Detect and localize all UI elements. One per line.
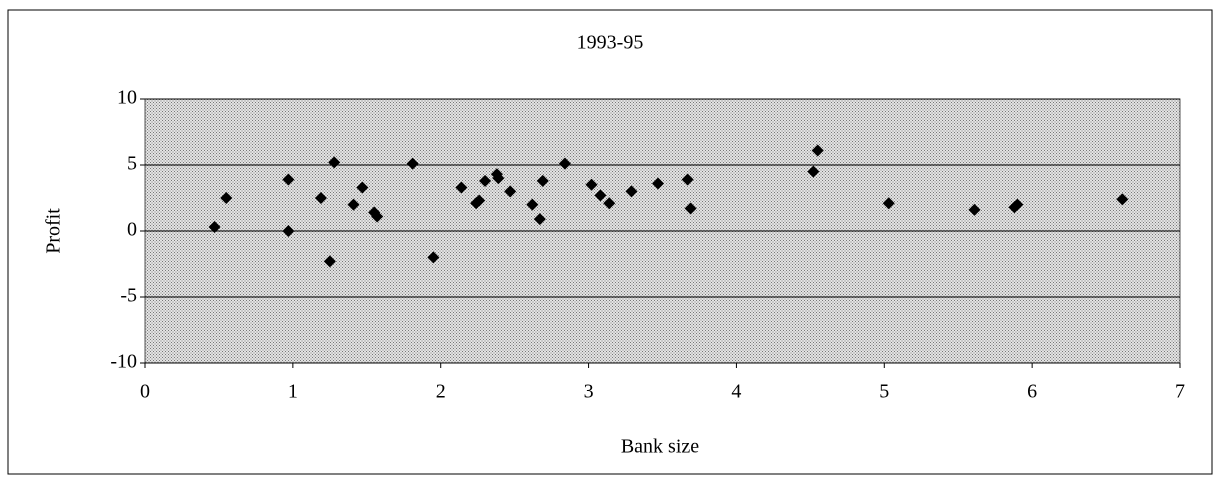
point	[282, 173, 295, 186]
point	[968, 203, 981, 216]
point	[684, 202, 697, 215]
point	[625, 185, 638, 198]
x-tick-label: 4	[731, 381, 741, 403]
y-tick-label: -10	[110, 351, 137, 373]
point	[594, 189, 607, 202]
point	[208, 221, 221, 234]
x-tick-label: 0	[140, 381, 150, 403]
point	[1116, 193, 1129, 206]
point	[347, 198, 360, 211]
point	[220, 192, 233, 204]
point	[536, 174, 549, 187]
point	[455, 181, 468, 194]
point	[811, 144, 824, 157]
x-tick-label: 7	[1175, 381, 1185, 403]
point	[882, 197, 895, 210]
chart-title: 1993-95	[577, 32, 644, 54]
y-axis-label: Profit	[43, 208, 65, 254]
x-axis-label: Bank size	[621, 436, 699, 458]
x-tick-label: 2	[436, 381, 446, 403]
point	[427, 251, 440, 264]
point	[1011, 198, 1024, 211]
point	[406, 157, 419, 170]
point	[652, 177, 665, 190]
y-tick-label: 10	[117, 87, 137, 109]
x-tick-label: 3	[584, 381, 594, 403]
point	[371, 210, 384, 223]
point	[558, 157, 571, 170]
point	[328, 156, 341, 169]
point	[807, 165, 820, 178]
point	[681, 173, 694, 186]
point	[526, 198, 539, 211]
x-tick-label: 1	[288, 381, 298, 403]
point	[473, 194, 486, 207]
point	[585, 178, 598, 191]
y-tick-label: 0	[127, 219, 137, 241]
x-tick-label: 5	[879, 381, 889, 403]
point	[282, 225, 295, 237]
y-tick-label: 5	[127, 153, 137, 175]
point	[492, 172, 505, 185]
point	[533, 213, 546, 226]
y-tick-label: -5	[120, 285, 137, 307]
point	[356, 181, 369, 194]
point	[323, 255, 336, 268]
x-tick-label: 6	[1027, 381, 1037, 403]
point	[603, 197, 616, 210]
point	[479, 174, 492, 187]
point	[504, 185, 517, 198]
point	[314, 192, 327, 204]
